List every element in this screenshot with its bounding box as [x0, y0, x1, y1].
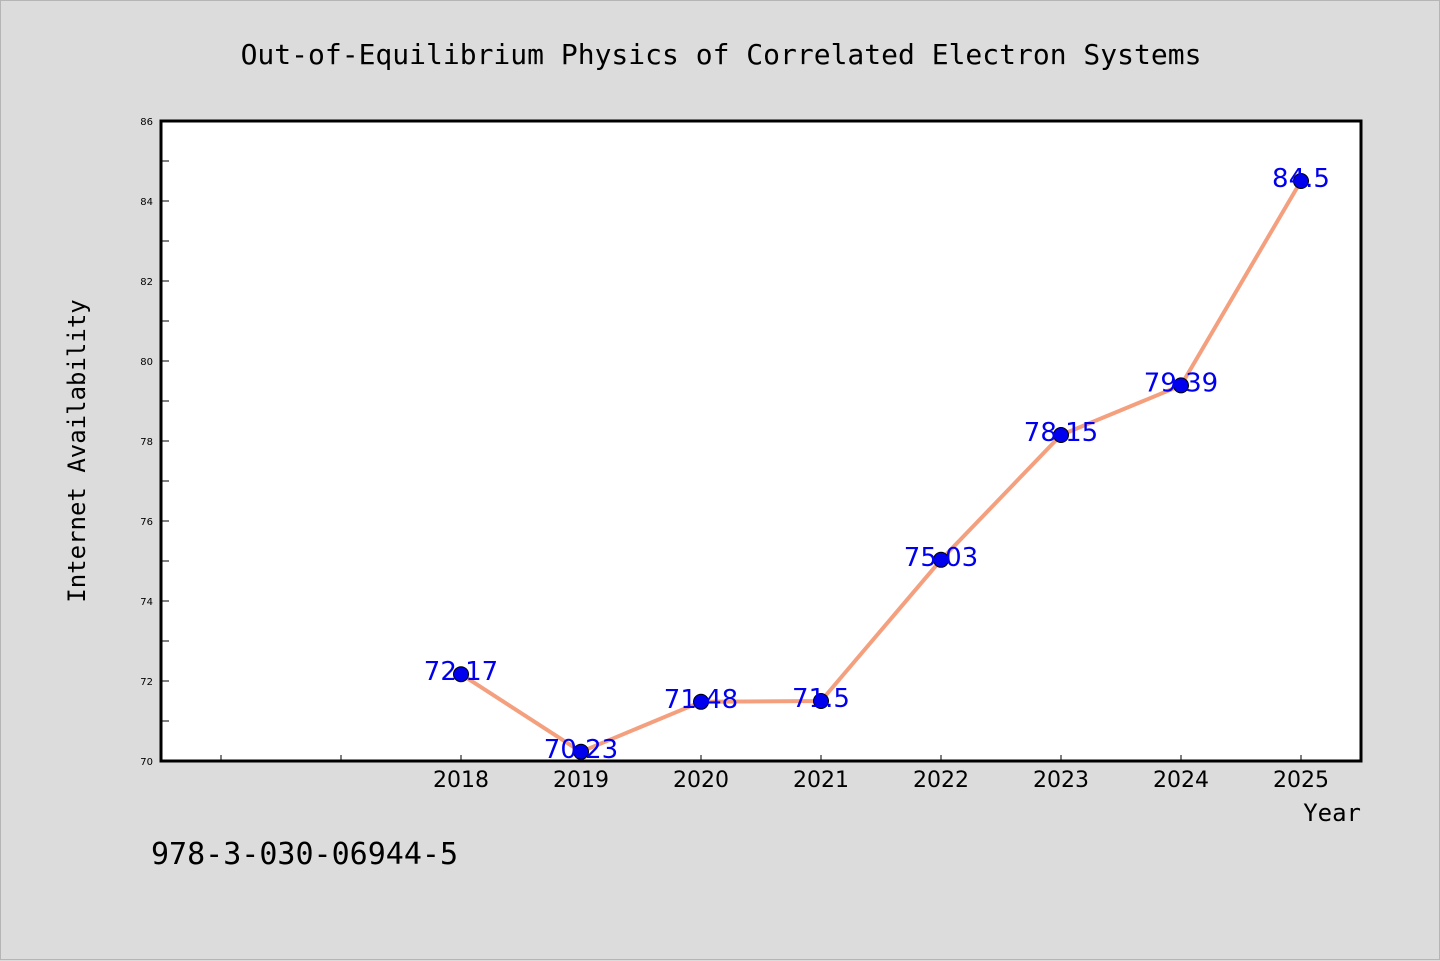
- data-markers: [453, 173, 1309, 760]
- data-labels: 72.17 70.23 71.48 71.5 75.03 78.15 79.39 84.5: [424, 164, 1330, 765]
- data-point: [1293, 173, 1309, 189]
- data-label: 84.5: [1272, 164, 1330, 194]
- x-tick-label: 2024: [1153, 768, 1209, 793]
- data-label: 75.03: [904, 543, 978, 573]
- data-point: [1173, 377, 1189, 394]
- x-tick-label: 2018: [433, 768, 489, 793]
- y-tick-label: 84: [140, 197, 153, 208]
- x-tick-label: 2022: [913, 768, 969, 793]
- x-tick-label: 2021: [793, 768, 849, 793]
- series-line: [459, 179, 1303, 754]
- data-point: [933, 551, 949, 568]
- data-label: 70.23: [544, 735, 618, 765]
- y-tick-label: 70: [140, 757, 153, 768]
- data-point: [573, 743, 589, 760]
- isbn-text: 978-3-030-06944-5: [151, 837, 459, 872]
- data-point: [813, 693, 829, 709]
- y-tick-label: 82: [140, 277, 153, 288]
- data-point: [1053, 427, 1069, 443]
- data-label: 78.15: [1024, 418, 1098, 448]
- y-axis-ticks: 70 72 74 76 78 80 82 84 86: [140, 117, 169, 768]
- y-axis-label: Internet Availability: [63, 299, 91, 602]
- y-tick-label: 74: [140, 597, 153, 608]
- y-tick-label: 80: [140, 357, 153, 368]
- x-axis-ticks: 2018 2019 2020 2021 2022 2023 2024 2025: [220, 755, 1329, 793]
- data-label: 79.39: [1144, 368, 1218, 398]
- y-tick-label: 78: [140, 437, 153, 448]
- data-label: 71.5: [792, 684, 850, 714]
- plot-area: [159, 119, 1363, 763]
- x-tick-label: 2020: [673, 768, 729, 793]
- chart-title: Out-of-Equilibrium Physics of Correlated…: [241, 38, 1202, 71]
- x-axis-label: Year: [1303, 799, 1361, 827]
- y-tick-label: 76: [140, 517, 153, 528]
- x-tick-label: 2019: [553, 768, 609, 793]
- data-point: [693, 693, 709, 710]
- y-tick-label: 86: [140, 117, 153, 128]
- data-label: 71.48: [664, 685, 738, 715]
- data-point: [453, 666, 469, 683]
- x-tick-label: 2025: [1273, 768, 1329, 793]
- y-tick-label: 72: [140, 677, 153, 688]
- data-label: 72.17: [424, 657, 498, 687]
- x-tick-label: 2023: [1033, 768, 1089, 793]
